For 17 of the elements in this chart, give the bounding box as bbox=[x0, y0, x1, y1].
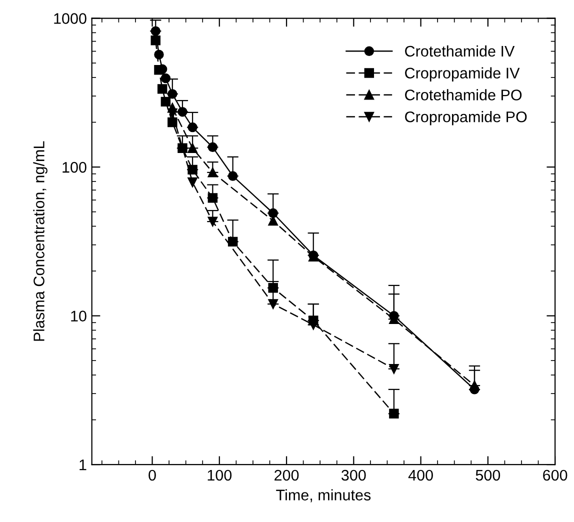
x-tick-label: 400 bbox=[408, 470, 433, 481]
y-axis-title: Plasma Concentration, ng/mL bbox=[33, 141, 48, 341]
y-tick-label: 100 bbox=[62, 162, 86, 173]
x-tick-label: 500 bbox=[476, 470, 500, 481]
y-tick-label: 10 bbox=[71, 310, 86, 322]
legend-label: Crotethamide IV bbox=[405, 45, 515, 57]
x-tick-label: 200 bbox=[274, 470, 299, 481]
x-tick-label: 300 bbox=[341, 470, 366, 481]
x-tick-label: 600 bbox=[543, 470, 568, 481]
x-axis-title: Time, minutes bbox=[276, 489, 371, 502]
legend-label: Cropropamide PO bbox=[405, 111, 527, 126]
x-tick-label: 0 bbox=[148, 470, 156, 481]
legend-label: Crotethamide PO bbox=[405, 89, 522, 100]
y-tick-label: 1000 bbox=[54, 13, 86, 24]
legend-label: Cropropamide IV bbox=[405, 67, 520, 82]
x-tick-label: 100 bbox=[208, 470, 232, 481]
y-tick-label: 1 bbox=[80, 460, 86, 470]
